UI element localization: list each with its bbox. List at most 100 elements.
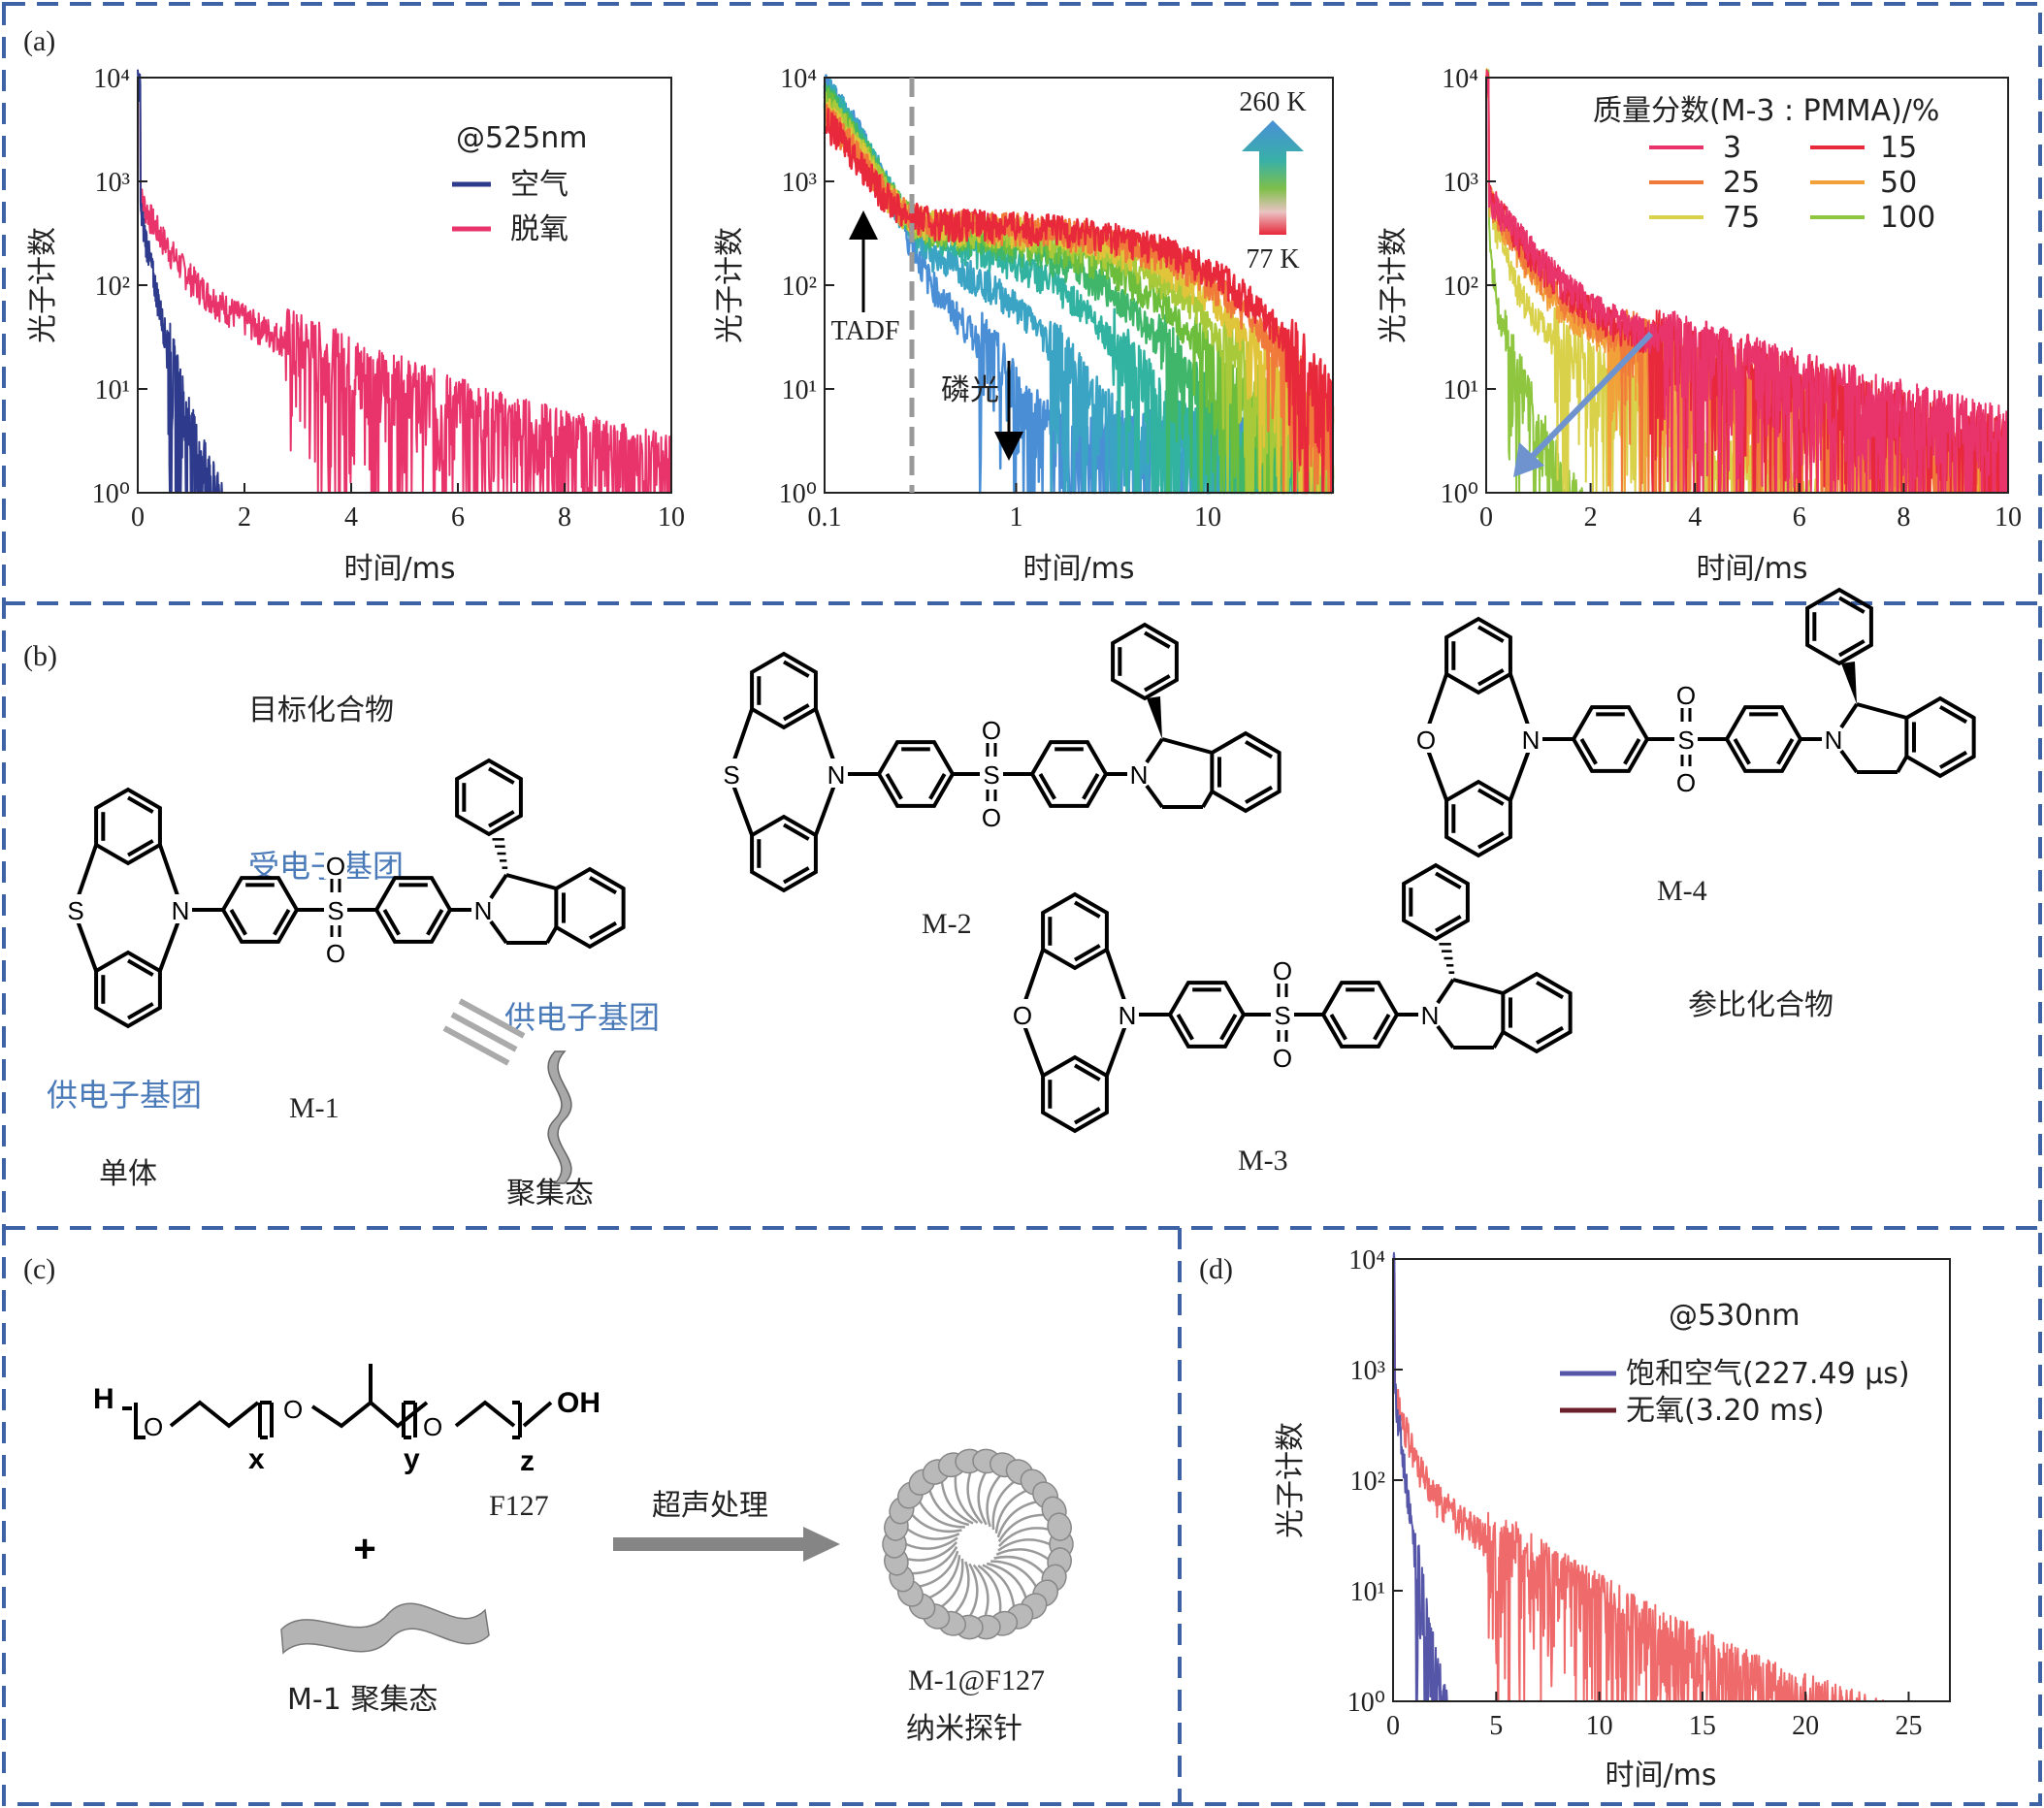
benzo-ring-double-bond [1938,705,1968,725]
heteroring-top-double-bond [126,795,154,814]
benzo-ring-double-bond [1535,981,1565,1000]
pendant-phenyl-ring [455,758,523,837]
micelle-tail [994,1489,1027,1534]
micelle-tail [966,1472,984,1525]
micelle-tail [997,1527,1049,1547]
nitrogen-atom: N [1130,760,1149,790]
a1-ytick-label: 10³ [95,168,130,198]
micelle-tail [977,1564,1002,1613]
a2-xlabel: 时间/ms [1023,552,1135,586]
benzo-ring-double-bond [1244,740,1274,759]
micelle-tail [995,1548,1050,1561]
a2-ylabel: 光子计数 [713,227,747,343]
a3-xtick-label: 6 [1793,502,1806,533]
benzo-ring [1904,695,1976,779]
bond [1509,744,1533,801]
a2-phos-label: 磷光 [941,373,999,407]
phenyl-ring-1 [1571,705,1650,773]
f127-structure [122,1364,553,1439]
bond [1896,755,1909,774]
label-m1: M-1 [289,1092,340,1124]
sulfonyl-oxygen: O [982,803,1001,832]
phenyl-ring-2-double-bond [1038,772,1056,800]
micelle-head [1047,1512,1072,1541]
chart-a3: 10⁰ 10¹ 10² 10³ 10⁴ 0 2 4 6 8 10 时间/ms 光子计数 质量分数(M… [1377,64,2022,586]
heteroring-top [750,651,818,730]
phenyl-ring-2-double-bond [426,909,444,936]
a1-series-layer [137,69,672,494]
a3-legend-100: 100 [1880,201,1935,235]
micelle-tail [993,1555,1045,1574]
sonication-arrow-head [803,1527,840,1562]
micelle-tail [997,1513,1044,1543]
d-axis-layer: 10⁰ 10¹ 10² 10³ 10⁴ 0 5 10 15 20 25 [1347,1245,1923,1741]
bond [1201,790,1215,809]
micelle-tail [907,1541,958,1562]
label-monomer: 单体 [99,1157,157,1191]
bond [158,844,182,905]
micelle-tail [955,1561,970,1614]
bond [1436,1024,1455,1049]
micelle-tail [986,1474,1001,1528]
label-f127: F127 [489,1490,549,1522]
chart-a1: 10⁰ 10¹ 10² 10³ 10⁴ 0 2 4 6 8 10 时间/ms 光子计数 @525nm… [26,64,685,586]
sulfonyl-sulfur: S [1677,726,1694,755]
phenyl-ring-1-double-bond [928,773,947,800]
pendant-phenyl-ring-double-bond [1837,639,1866,658]
phenyl-ring-2-double-bond [1082,772,1100,800]
wedge-bond [1147,696,1162,739]
f127-h: H [93,1383,114,1415]
heteroring-top-double-bond [783,660,810,678]
label-m1-aggregate: M-1 聚集态 [287,1683,438,1717]
phenyl-ring-2-double-bond [1373,1013,1391,1041]
micelle-tail [906,1528,960,1540]
a3-ylabel: 光子计数 [1377,227,1411,343]
d-legend-deox: 无氧(3.20 ms) [1626,1394,1825,1428]
phenyl-ring-1-double-bond [1219,1013,1238,1041]
d-xtick-label: 5 [1489,1711,1503,1741]
micelle-tail [968,1563,979,1617]
d-ytick-label: 10³ [1350,1356,1385,1386]
plus-sign: + [353,1528,375,1570]
heteroring-bottom [1041,1054,1109,1134]
sulfonyl-oxygen: O [1273,1044,1292,1073]
heteroring-top [1444,616,1512,695]
pendant-phenyl-ring-double-bond [1434,871,1462,889]
wedge-bond [1841,662,1857,704]
heteroring-top-double-bond [783,703,810,722]
pendant-phenyl-ring-double-bond [488,810,515,828]
micelle-tail [990,1560,1037,1588]
nitrogen-atom: N [1119,1001,1137,1030]
a1-ytick-label: 10¹ [95,375,130,405]
sulfonyl-oxygen: O [1676,681,1696,710]
a2-ytick-label: 10⁰ [779,479,817,509]
a3-legend-75: 75 [1723,201,1760,235]
bond [1161,737,1213,755]
benzo-ring-double-bond [588,876,618,895]
benzo-ring [1210,730,1282,814]
a2-ytick-label: 10¹ [782,375,817,405]
bond [505,873,557,890]
f127-z: z [520,1445,535,1477]
heteroring-bottom [750,814,818,893]
f127-y: y [404,1443,420,1475]
a3-ytick-label: 10⁰ [1441,479,1478,509]
bond [1145,737,1164,764]
micelle-tail [996,1501,1037,1538]
label-probe-desc: 纳米探针 [906,1712,1022,1746]
phenyl-ring-2-double-bond [1329,1013,1347,1041]
nitrogen-atom: N [1522,726,1541,755]
heteroring-bottom-double-bond [1073,1107,1101,1125]
bond [814,779,838,836]
sulfur-atom: S [723,760,739,790]
a1-legend-air: 空气 [510,168,568,202]
heteroring-bottom-double-bond [126,958,154,977]
benzo-ring-double-bond [1536,1025,1565,1045]
micelle-tail [912,1545,958,1575]
panel-b: 目标化合物 受电子基团 供电子基团 供电子基团 M-1 单体 聚集态 M-2 M… [47,587,1976,1211]
